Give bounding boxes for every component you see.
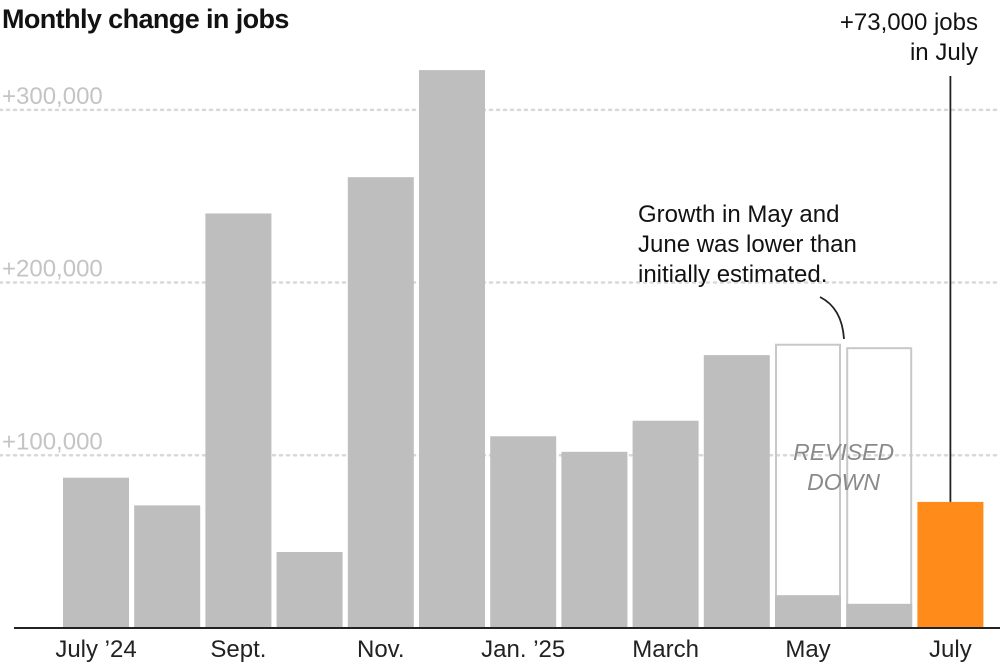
- y-axis-labels: +100,000 +200,000 +300,000: [2, 83, 103, 455]
- y-tick-label: +100,000: [2, 428, 103, 455]
- bar: [846, 603, 913, 628]
- x-tick-label: July: [929, 636, 972, 663]
- bar: [632, 420, 699, 628]
- revision-note: initially estimated.: [638, 261, 827, 288]
- x-tick-label: July ’24: [55, 636, 136, 663]
- bar: [419, 70, 485, 628]
- bar: [276, 552, 343, 628]
- bar: [775, 595, 841, 628]
- y-tick-label: +300,000: [2, 83, 103, 110]
- revised-down-label: DOWN: [807, 469, 880, 495]
- note-leader-curve: [819, 296, 845, 340]
- highlight-bar: [917, 501, 984, 628]
- x-tick-label: Nov.: [357, 636, 405, 663]
- bar: [561, 451, 628, 628]
- x-tick-label: March: [632, 636, 699, 663]
- bar: [703, 355, 770, 628]
- gridlines: [0, 108, 1000, 457]
- bar: [490, 436, 557, 628]
- bars: [63, 70, 984, 629]
- callout-label: in July: [910, 39, 978, 66]
- bar: [347, 177, 414, 628]
- annotations: +73,000 jobs in July Growth in May and June…: [638, 9, 978, 502]
- bar: [63, 477, 129, 628]
- x-tick-label: May: [785, 636, 830, 663]
- revised-down-label: REVISED: [793, 439, 894, 465]
- chart-title: Monthly change in jobs: [2, 4, 289, 34]
- bar: [134, 505, 201, 628]
- revision-note: Growth in May and: [638, 201, 839, 228]
- revision-note: June was lower than: [638, 231, 857, 258]
- x-tick-label: Jan. ’25: [481, 636, 565, 663]
- x-tick-label: Sept.: [210, 636, 266, 663]
- bar: [205, 213, 272, 629]
- callout-label: +73,000 jobs: [840, 9, 978, 36]
- x-axis-labels: July ’24 Sept. Nov. Jan. ’25 March May July: [55, 636, 971, 663]
- y-tick-label: +200,000: [2, 256, 103, 283]
